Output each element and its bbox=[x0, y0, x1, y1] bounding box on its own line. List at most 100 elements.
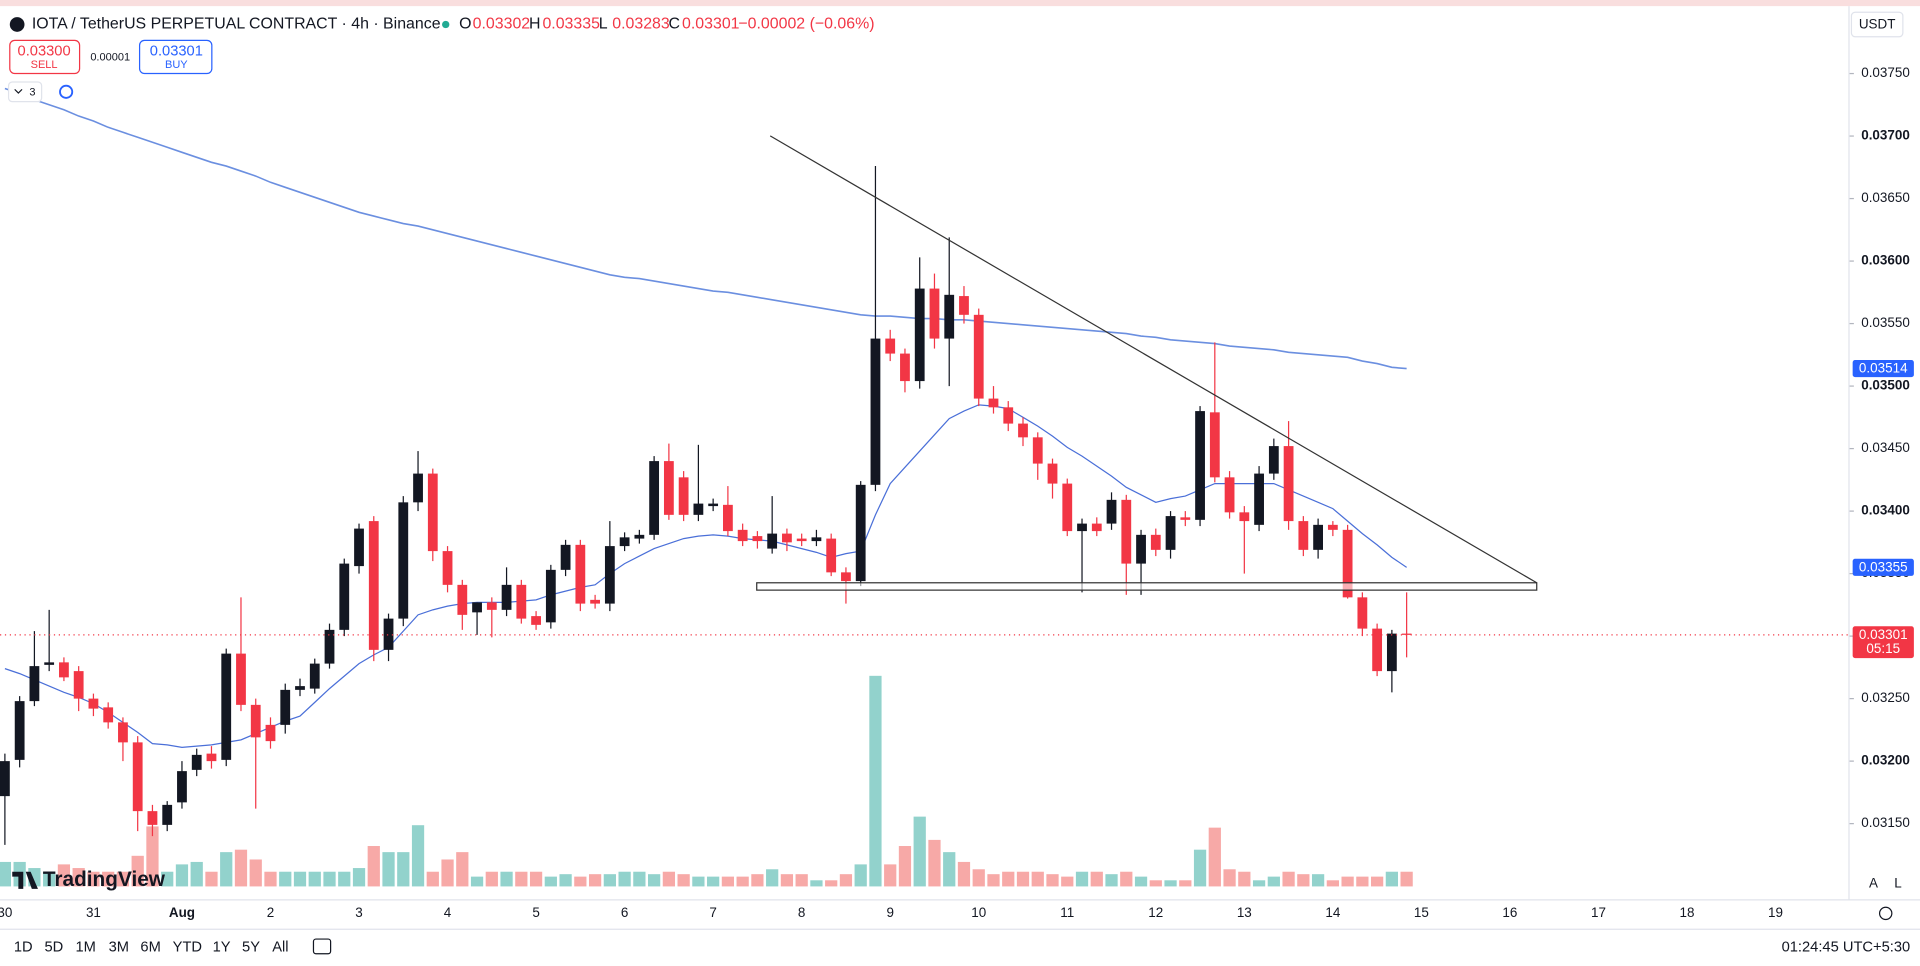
candle-body bbox=[103, 707, 114, 723]
candle-body bbox=[929, 288, 940, 339]
volume-bar bbox=[72, 868, 85, 887]
y-tick-label: 0.03450 bbox=[1861, 440, 1910, 455]
calendar-icon[interactable] bbox=[312, 938, 332, 955]
candle-body bbox=[280, 689, 291, 725]
volume-bar bbox=[1400, 871, 1413, 887]
y-tick-label: 0.03150 bbox=[1861, 815, 1910, 830]
volume-bar bbox=[441, 859, 454, 887]
volume-bar bbox=[1356, 876, 1369, 887]
candle-body bbox=[944, 294, 955, 339]
volume-bar bbox=[249, 859, 262, 887]
range-button[interactable]: All bbox=[272, 940, 288, 956]
candle-body bbox=[914, 288, 925, 382]
candle-body bbox=[900, 353, 910, 382]
currency[interactable]: USDT bbox=[1859, 17, 1896, 32]
volume-bar bbox=[1385, 871, 1398, 887]
volume-bar bbox=[1267, 876, 1280, 887]
candle-body bbox=[752, 536, 763, 542]
sell-price[interactable]: 0.03300 bbox=[18, 43, 71, 59]
x-tick-label: 13 bbox=[1237, 905, 1252, 920]
buy-button[interactable] bbox=[138, 39, 213, 75]
volume-bar bbox=[1120, 871, 1133, 887]
y-tick-label: 0.03750 bbox=[1861, 65, 1910, 80]
candle-body bbox=[1327, 524, 1338, 530]
volume-bar bbox=[1016, 871, 1030, 887]
x-tick-label: 9 bbox=[886, 905, 893, 920]
candle-body bbox=[501, 584, 512, 610]
refresh-icon[interactable] bbox=[59, 84, 74, 99]
chevron-icon bbox=[14, 88, 23, 94]
range-button[interactable]: 1D bbox=[14, 940, 33, 956]
x-tick-label: 18 bbox=[1679, 905, 1694, 920]
volume-bar bbox=[1371, 876, 1384, 887]
scale-button[interactable]: A bbox=[1869, 876, 1878, 891]
x-tick-label: 17 bbox=[1591, 905, 1606, 920]
volume-bar bbox=[1341, 876, 1354, 887]
volume-bar bbox=[987, 874, 1000, 887]
x-tick-label: 4 bbox=[444, 905, 452, 920]
buy-label[interactable]: BUY bbox=[165, 59, 188, 71]
top-border bbox=[0, 0, 1920, 7]
volume-bar bbox=[426, 871, 439, 887]
buy-price[interactable]: 0.03301 bbox=[150, 43, 203, 59]
volume-bar bbox=[485, 871, 498, 887]
volume-bar bbox=[102, 871, 115, 887]
sell-button[interactable] bbox=[9, 39, 81, 75]
volume-bar bbox=[0, 861, 12, 887]
scale-button[interactable]: L bbox=[1894, 876, 1902, 891]
candle-body bbox=[457, 584, 468, 615]
candle-body bbox=[575, 544, 586, 604]
currency-button[interactable] bbox=[1850, 11, 1904, 38]
last-price-label: 0.03301 bbox=[1859, 627, 1908, 642]
candle-body bbox=[560, 544, 571, 570]
volume-bar bbox=[884, 864, 897, 887]
candle-body bbox=[634, 534, 645, 539]
range-button[interactable]: 1Y bbox=[213, 940, 231, 956]
range-button[interactable]: 6M bbox=[140, 940, 160, 956]
candle-body bbox=[782, 533, 792, 543]
volume-bar bbox=[648, 874, 661, 887]
candle-body bbox=[398, 502, 409, 619]
volume-bar bbox=[1031, 871, 1044, 887]
moving-average bbox=[4, 87, 1407, 370]
volume-bar bbox=[839, 874, 853, 887]
candle-body bbox=[1032, 437, 1043, 464]
volume-bar bbox=[87, 871, 100, 887]
candle-body bbox=[309, 663, 320, 689]
volume-bar bbox=[338, 871, 351, 887]
candle-body bbox=[973, 314, 984, 399]
volume-bar bbox=[382, 852, 395, 887]
candle-body bbox=[1077, 523, 1087, 532]
x-tick-label: 12 bbox=[1148, 905, 1163, 920]
range-button[interactable]: 1M bbox=[76, 940, 96, 956]
candle-body bbox=[383, 618, 394, 650]
indicator-toggle[interactable] bbox=[7, 81, 43, 103]
candle-body bbox=[73, 671, 84, 699]
candle-body bbox=[59, 662, 69, 678]
sell-label[interactable]: SELL bbox=[31, 59, 58, 71]
y-tick-label: 0.03600 bbox=[1861, 253, 1910, 268]
candle-body bbox=[191, 754, 202, 770]
candle-body bbox=[236, 653, 246, 705]
range-button[interactable]: 5D bbox=[44, 940, 63, 956]
indicator-count[interactable]: 3 bbox=[29, 86, 35, 98]
candle-body bbox=[1313, 524, 1323, 550]
volume-bar bbox=[751, 874, 764, 887]
support-zone bbox=[756, 582, 1538, 591]
volume-bar bbox=[470, 876, 484, 887]
candle-body bbox=[354, 528, 364, 567]
range-button[interactable]: YTD bbox=[173, 940, 202, 956]
settings-icon[interactable] bbox=[1878, 906, 1893, 921]
x-tick-label: 6 bbox=[621, 905, 628, 920]
volume-bar bbox=[825, 880, 838, 887]
range-button[interactable]: 3M bbox=[109, 940, 129, 956]
candle-body bbox=[147, 811, 158, 825]
last-price-tag bbox=[1852, 626, 1914, 659]
range-button[interactable]: 5Y bbox=[242, 940, 260, 956]
candle-body bbox=[221, 653, 232, 760]
candle-body bbox=[1386, 633, 1397, 672]
candle-body bbox=[368, 521, 379, 650]
volume-bar bbox=[1297, 874, 1310, 887]
candle-body bbox=[427, 473, 438, 552]
